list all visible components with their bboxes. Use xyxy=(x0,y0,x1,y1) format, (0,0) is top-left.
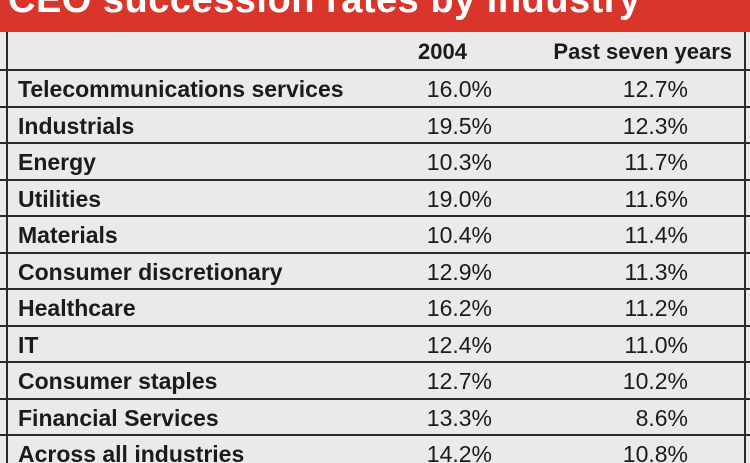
value-2004: 12.4% xyxy=(426,331,492,358)
column-header-2004: 2004 xyxy=(418,39,467,64)
row-label: Utilities xyxy=(18,185,102,212)
value-past-seven-years: 10.2% xyxy=(622,368,688,394)
row-label: Financial Services xyxy=(18,404,219,431)
table-row: Consumer discretionary 12.9% 11.3% xyxy=(0,254,750,290)
value-2004: 10.3% xyxy=(426,149,492,175)
column-header-past-seven-years: Past seven years xyxy=(553,39,732,64)
table-left-border xyxy=(6,32,8,463)
table-body: Telecommunications services 16.0% 12.7% Ind… xyxy=(0,71,750,463)
value-past-seven-years: 12.7% xyxy=(622,76,688,102)
value-past-seven-years: 12.3% xyxy=(622,112,688,139)
value-2004: 12.9% xyxy=(426,258,492,285)
value-past-seven-years: 11.6% xyxy=(624,185,688,212)
table-row: Industrials 19.5% 12.3% xyxy=(0,108,750,144)
row-label: Energy xyxy=(18,149,96,175)
table-row: Utilities 19.0% 11.6% xyxy=(0,181,750,217)
value-past-seven-years: 8.6% xyxy=(635,404,688,431)
value-2004: 10.4% xyxy=(426,222,492,248)
row-label: Materials xyxy=(18,222,118,248)
row-label: Telecommunications services xyxy=(18,76,344,102)
row-label: Healthcare xyxy=(18,295,136,321)
table-row: Across all industries 14.2% 10.8% xyxy=(0,436,750,463)
value-2004: 19.0% xyxy=(426,185,492,212)
value-2004: 14.2% xyxy=(426,441,492,463)
table-row: IT 12.4% 11.0% xyxy=(0,327,750,363)
chart-title: CEO succession rates by industry xyxy=(8,0,641,21)
value-past-seven-years: 11.7% xyxy=(624,149,688,175)
value-2004: 12.7% xyxy=(426,368,492,394)
table-header-row: 2004 Past seven years xyxy=(0,32,750,71)
value-past-seven-years: 11.2% xyxy=(624,295,688,321)
row-label: Across all industries xyxy=(18,441,245,463)
table-right-border xyxy=(744,32,746,463)
row-label: IT xyxy=(18,331,39,358)
value-2004: 16.2% xyxy=(426,295,492,321)
value-past-seven-years: 10.8% xyxy=(622,441,688,463)
value-past-seven-years: 11.4% xyxy=(624,222,688,248)
table-row: Materials 10.4% 11.4% xyxy=(0,217,750,254)
value-2004: 19.5% xyxy=(426,112,492,139)
value-past-seven-years: 11.3% xyxy=(624,258,688,285)
value-past-seven-years: 11.0% xyxy=(624,331,688,358)
table-row: Healthcare 16.2% 11.2% xyxy=(0,290,750,327)
title-bar: CEO succession rates by industry xyxy=(0,0,750,32)
table-row: Consumer staples 12.7% 10.2% xyxy=(0,363,750,400)
table-row: Energy 10.3% 11.7% xyxy=(0,144,750,181)
value-2004: 16.0% xyxy=(426,76,492,102)
row-label: Consumer staples xyxy=(18,368,218,394)
value-2004: 13.3% xyxy=(426,404,492,431)
row-label: Industrials xyxy=(18,112,135,139)
row-label: Consumer discretionary xyxy=(18,258,283,285)
table-row: Financial Services 13.3% 8.6% xyxy=(0,400,750,436)
table-row: Telecommunications services 16.0% 12.7% xyxy=(0,71,750,108)
